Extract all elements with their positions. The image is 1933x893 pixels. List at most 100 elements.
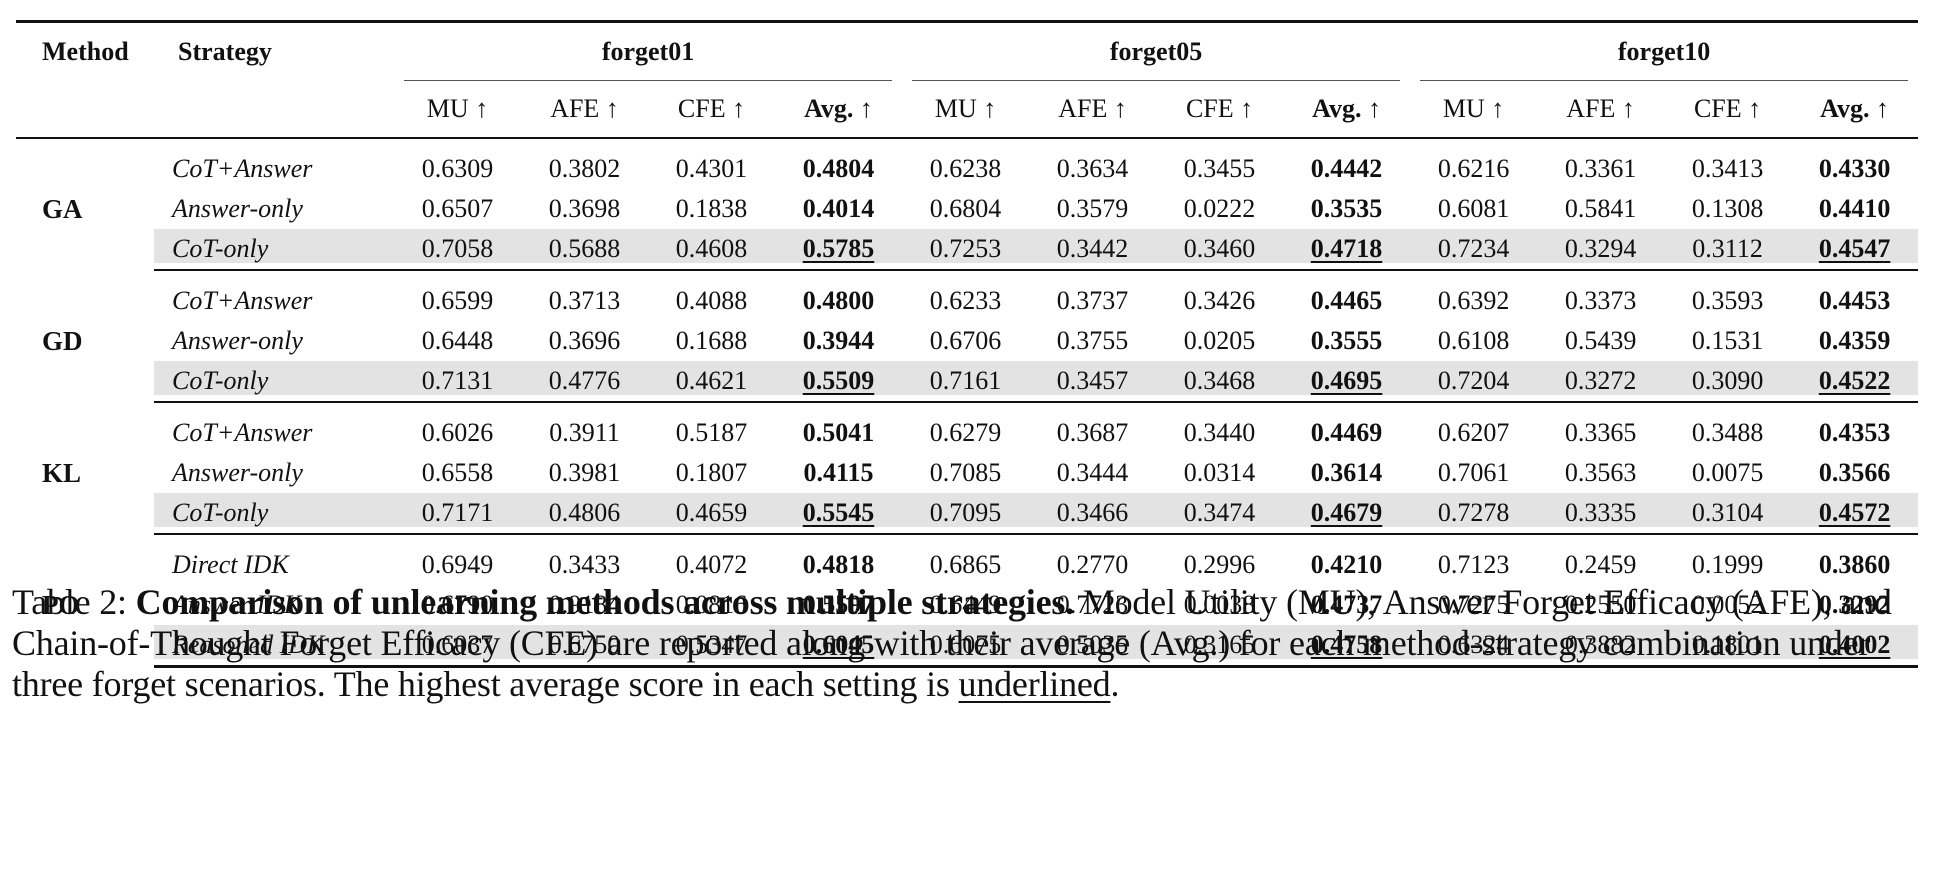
value-cell: 0.3090: [1664, 361, 1792, 403]
value-cell: 0.3713: [548, 286, 621, 315]
value-cell: 0.3165: [1156, 625, 1284, 668]
avg-cell: 0.4469: [1310, 418, 1383, 447]
header-spacer: [154, 81, 394, 139]
value-cell: 0.7278: [1410, 493, 1538, 535]
value-cell: 0.3272: [1537, 361, 1665, 403]
strategy-column-header: Strategy: [178, 37, 272, 66]
method-column-header: Method: [42, 37, 129, 66]
table-row: Reasoned IDK 0.6037 0.6750 0.5347 0.6045 0.60…: [16, 625, 1919, 668]
metric-header: CFE ↑: [648, 81, 775, 139]
value-cell: 0.9184: [548, 590, 621, 619]
value-cell: 0.1531: [1691, 326, 1764, 355]
table-row: Answer-only 0.6448 0.3696 0.1688 0.3944 0.670…: [16, 321, 1918, 361]
table-row: KL CoT+Answer 0.6026 0.3911 0.5187 0.5041 0.62…: [16, 402, 1918, 488]
group-header-forget10: forget10: [1410, 21, 1919, 81]
avg-cell: 0.4679: [1283, 493, 1411, 535]
avg-cell: 0.4695: [1283, 361, 1411, 403]
value-cell: 0.3373: [1564, 286, 1637, 315]
caption-label: Table 2:: [12, 582, 136, 622]
value-cell: 0.6075: [902, 625, 1030, 668]
table-row: Answer IDK 0.6790 0.9184 0.0816 0.5597 0.6449…: [16, 585, 1918, 625]
value-cell: 0.6279: [929, 418, 1002, 447]
value-cell: 0.3365: [1564, 418, 1637, 447]
table-row: CoT-only 0.7171 0.4806 0.4659 0.5545 0.7095 0.…: [16, 493, 1919, 535]
value-cell: 0.7253: [902, 229, 1030, 271]
metric-header: AFE ↑: [521, 81, 648, 139]
best-avg-value: 0.5545: [802, 498, 875, 527]
value-cell: 0.4659: [648, 493, 775, 535]
avg-cell: 0.4359: [1818, 326, 1891, 355]
best-avg-value: 0.4002: [1818, 630, 1891, 659]
best-avg-value: 0.5785: [802, 234, 875, 263]
table-row: GA CoT+Answer 0.6309 0.3802 0.4301 0.4804 0.62…: [16, 138, 1918, 224]
avg-cell: 0.3292: [1818, 590, 1891, 619]
avg-cell: 0.4465: [1310, 286, 1383, 315]
strategy-cell: CoT+Answer: [172, 286, 313, 315]
value-cell: 0.0052: [1691, 590, 1764, 619]
value-cell: 0.3882: [1537, 625, 1665, 668]
value-cell: 0.3466: [1029, 493, 1157, 535]
caption-title: Comparison of unlearning methods across …: [135, 582, 1075, 622]
avg-cell: 0.4547: [1791, 229, 1919, 271]
value-cell: 0.3104: [1664, 493, 1792, 535]
group-header-forget01: forget01: [394, 21, 903, 81]
value-cell: 0.6108: [1437, 326, 1510, 355]
caption-underlined-word: underlined: [958, 664, 1111, 704]
value-cell: 0.0038: [1183, 590, 1256, 619]
value-cell: 0.7275: [1437, 590, 1510, 619]
value-cell: 0.7058: [394, 229, 521, 271]
avg-cell: 0.4453: [1818, 286, 1891, 315]
avg-cell: 0.4737: [1310, 590, 1383, 619]
avg-cell: 0.5041: [802, 418, 875, 447]
avg-cell: 0.5509: [775, 361, 903, 403]
avg-cell: 0.3566: [1818, 458, 1891, 487]
results-table: Method Strategy forget01 forget05 forget…: [16, 20, 1919, 668]
results-table-container: Method Strategy forget01 forget05 forget…: [16, 20, 1919, 668]
value-cell: 0.3687: [1056, 418, 1129, 447]
method-group-po: PO Direct IDK 0.6949 0.3433 0.4072 0.4818 0.68…: [16, 534, 1919, 668]
value-cell: 0.6449: [929, 590, 1002, 619]
avg-cell: 0.4522: [1791, 361, 1919, 403]
value-cell: 0.6081: [1437, 194, 1510, 223]
value-cell: 0.1999: [1691, 550, 1764, 579]
value-cell: 0.0222: [1183, 194, 1256, 223]
value-cell: 0.5439: [1564, 326, 1637, 355]
value-cell: 0.0205: [1183, 326, 1256, 355]
avg-cell: 0.6045: [775, 625, 903, 668]
avg-cell: 0.4758: [1283, 625, 1411, 668]
value-cell: 0.2996: [1183, 550, 1256, 579]
best-avg-value: 0.4679: [1310, 498, 1383, 527]
strategy-cell: Direct IDK: [172, 550, 289, 579]
value-cell: 0.6392: [1437, 286, 1510, 315]
value-cell: 0.7204: [1410, 361, 1538, 403]
avg-cell: 0.3860: [1818, 550, 1891, 579]
value-cell: 0.4806: [521, 493, 648, 535]
value-cell: 0.3981: [548, 458, 621, 487]
strategy-cell: Answer-only: [172, 458, 303, 487]
value-cell: 0.7723: [1056, 590, 1129, 619]
value-cell: 0.3593: [1691, 286, 1764, 315]
avg-cell: 0.3555: [1310, 326, 1383, 355]
value-cell: 0.7123: [1437, 550, 1510, 579]
value-cell: 0.6238: [929, 154, 1002, 183]
metric-header-avg: Avg. ↑: [775, 81, 903, 139]
value-cell: 0.7171: [394, 493, 521, 535]
avg-cell: 0.4210: [1310, 550, 1383, 579]
value-cell: 0.4301: [675, 154, 748, 183]
value-cell: 0.3802: [548, 154, 621, 183]
avg-cell: 0.3944: [802, 326, 875, 355]
avg-cell: 0.3614: [1310, 458, 1383, 487]
value-cell: 0.6804: [929, 194, 1002, 223]
method-group-kl: KL CoT+Answer 0.6026 0.3911 0.5187 0.5041 0.62…: [16, 402, 1919, 535]
avg-cell: 0.4353: [1818, 418, 1891, 447]
caption-end: .: [1110, 664, 1120, 704]
value-cell: 0.0816: [675, 590, 748, 619]
avg-cell: 0.5785: [775, 229, 903, 271]
method-cell: GA: [42, 194, 83, 224]
value-cell: 0.4072: [675, 550, 748, 579]
value-cell: 0.6207: [1437, 418, 1510, 447]
avg-cell: 0.5597: [802, 590, 875, 619]
metric-header: AFE ↑: [1537, 81, 1665, 139]
strategy-cell: Answer IDK: [172, 590, 302, 619]
avg-cell: 0.4818: [802, 550, 875, 579]
